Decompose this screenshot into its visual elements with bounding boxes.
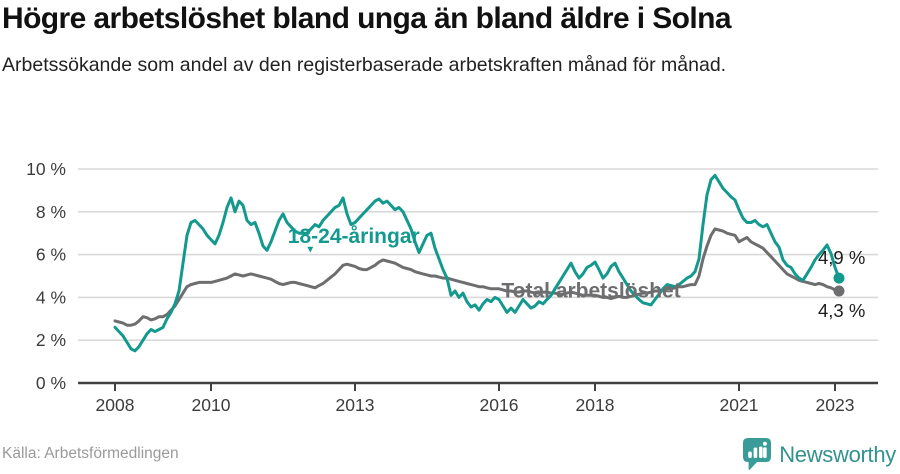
series-label-1: 18-24-åringar bbox=[288, 225, 420, 248]
x-tick-label: 2008 bbox=[96, 395, 135, 415]
x-tick-label: 2021 bbox=[720, 395, 759, 415]
y-tick-label: 4 % bbox=[36, 287, 66, 307]
page-title: Högre arbetslöshet bland unga än bland ä… bbox=[2, 2, 732, 35]
series-end-dot-0 bbox=[833, 285, 845, 297]
x-tick-label: 2010 bbox=[192, 395, 231, 415]
source-credit: Källa: Arbetsförmedlingen bbox=[2, 445, 179, 462]
y-tick-label: 0 % bbox=[36, 373, 66, 393]
series-line-1 bbox=[113, 173, 841, 353]
end-value-label-0: 4,3 % bbox=[818, 300, 865, 321]
y-tick-label: 10 % bbox=[26, 159, 66, 179]
brand-name: Newsworthy bbox=[779, 441, 896, 467]
series-end-dot-1 bbox=[833, 272, 845, 284]
bar-chart-bubble-icon bbox=[743, 438, 772, 471]
x-tick-label: 2013 bbox=[336, 395, 375, 415]
x-tick-label: 2016 bbox=[480, 395, 519, 415]
end-value-label-1: 4,9 % bbox=[818, 247, 865, 268]
series-line-0 bbox=[113, 227, 841, 327]
label-arrow-icon: ▼ bbox=[305, 244, 315, 255]
y-tick-label: 2 % bbox=[36, 330, 66, 350]
y-tick-label: 6 % bbox=[36, 245, 66, 265]
y-tick-label: 8 % bbox=[36, 202, 66, 222]
newsworthy-logo: Newsworthy bbox=[742, 437, 896, 472]
x-tick-label: 2018 bbox=[576, 395, 615, 415]
page-subtitle: Arbetssökande som andel av den registerb… bbox=[2, 54, 727, 76]
series-label-0: Total arbetslöshet bbox=[501, 279, 680, 302]
x-tick-label: 2023 bbox=[816, 395, 855, 415]
